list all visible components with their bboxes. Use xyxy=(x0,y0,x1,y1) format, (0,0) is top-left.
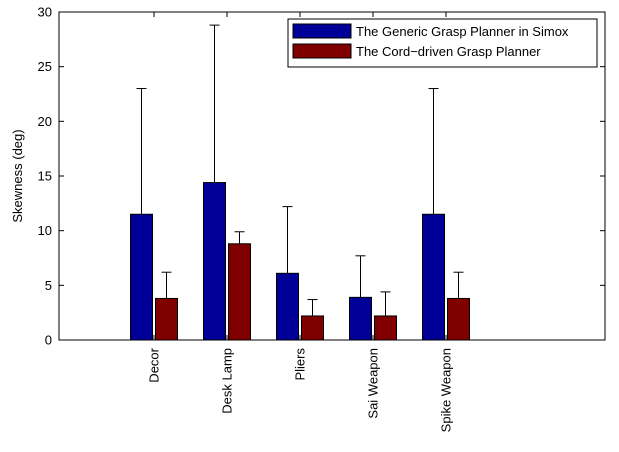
legend-label: The Generic Grasp Planner in Simox xyxy=(356,24,569,39)
legend-swatch xyxy=(292,23,352,39)
bar-generic xyxy=(130,213,153,341)
x-tick-label: Desk Lamp xyxy=(220,348,235,414)
y-tick-label: 20 xyxy=(38,114,52,129)
y-axis-label: Skewness (deg) xyxy=(10,129,25,222)
bars-layer xyxy=(130,182,470,341)
y-tick-label: 15 xyxy=(38,169,52,184)
bar-cord-driven xyxy=(228,243,251,341)
bar-generic xyxy=(276,272,299,341)
y-tick-label: 0 xyxy=(45,333,52,348)
x-tick-label: Pliers xyxy=(293,348,308,381)
bar-cord-driven xyxy=(447,297,470,341)
bar-cord-driven xyxy=(155,297,178,341)
legend-label: The Cord−driven Grasp Planner xyxy=(356,44,541,59)
bar-generic xyxy=(203,182,226,341)
y-tick-label: 30 xyxy=(38,5,52,20)
y-axis: 0 5 10 15 20 25 30 xyxy=(38,5,605,348)
bar-cord-driven xyxy=(374,315,397,341)
bar-cord-driven xyxy=(301,315,324,341)
bar-generic xyxy=(422,213,445,341)
y-tick-label: 5 xyxy=(45,278,52,293)
legend-swatch xyxy=(292,43,352,59)
x-axis: Decor Desk Lamp Pliers Sai Weapon Spike Weap… xyxy=(147,12,454,432)
x-tick-label: Decor xyxy=(147,347,162,382)
bar-generic xyxy=(349,296,372,341)
error-bars-layer xyxy=(136,24,464,316)
y-tick-label: 25 xyxy=(38,59,52,74)
legend: The Generic Grasp Planner in Simox The Co… xyxy=(287,18,598,68)
x-tick-label: Spike Weapon xyxy=(439,348,454,432)
y-tick-label: 10 xyxy=(38,223,52,238)
x-tick-label: Sai Weapon xyxy=(366,348,381,419)
